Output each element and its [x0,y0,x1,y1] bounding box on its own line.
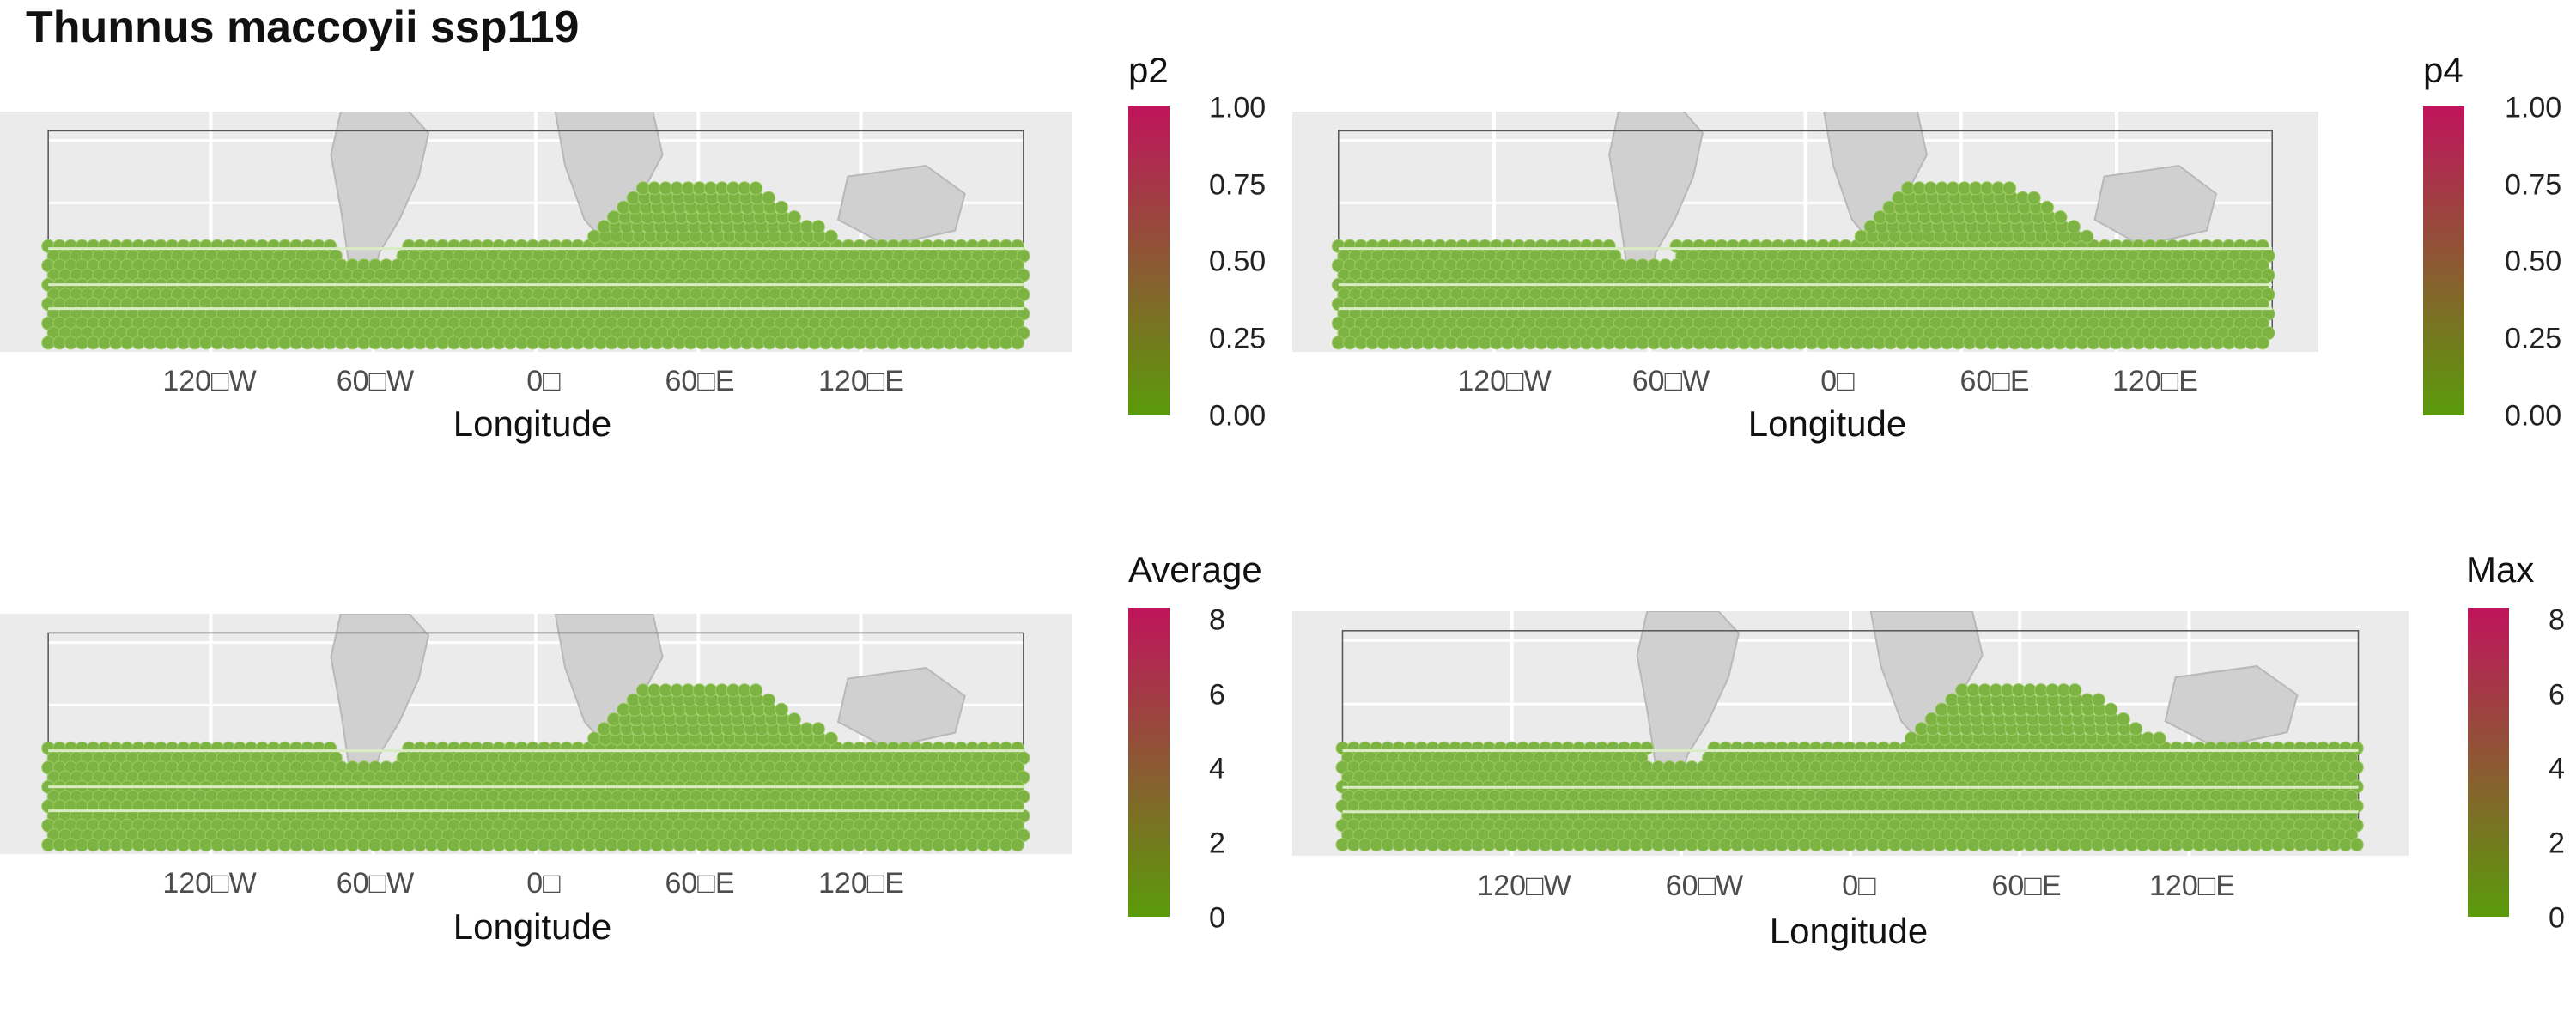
x-tick-label: 120□E [2112,365,2198,397]
habitat-cell [2040,200,2055,215]
australia-land [836,164,966,247]
legend-title: p4 [2423,50,2464,90]
x-tick-label: 60□E [665,867,735,900]
legend-tick: 0.75 [2505,168,2562,202]
map-plot-svg [0,112,1072,352]
habitat-cell [787,712,801,727]
color-bar [1128,106,1170,415]
x-tick-label: 0□ [526,867,561,900]
australia-land [2164,665,2299,749]
x-tick-label: 120□E [818,365,904,397]
x-tick-label: 60□W [336,365,415,397]
habitat-cell [2104,702,2118,717]
habitat-cell [749,683,763,698]
legend-tick: 0.50 [2505,245,2562,278]
legend-tick: 0.00 [2505,399,2562,433]
habitat-cell [2256,336,2269,350]
x-tick-label: 0□ [1842,869,1876,902]
legend-tick: 6 [1209,678,1225,712]
legend-tick: 0.25 [1209,322,1267,355]
x-axis-label: Longitude [1747,403,1907,444]
x-axis-label: Longitude [1769,911,1929,951]
legend-title: p2 [1128,50,1169,90]
habitat-cell [1010,336,1024,350]
legend-tick: 1.00 [2505,91,2562,124]
habitat-cell [2053,210,2068,225]
habitat-cell [787,210,801,225]
map-panel-p4 [1292,112,2318,352]
color-bar [2468,608,2509,917]
habitat-cell [2080,229,2094,244]
australia-land [2093,164,2218,247]
legend-tick: 2 [1209,827,1225,860]
legend-tick: 2 [2549,827,2565,860]
legend-title: Max [2466,549,2535,590]
legend-tick: 0.00 [1209,399,1267,433]
australia-land [836,666,966,749]
habitat-cell [2026,191,2041,205]
habitat-cell [2002,181,2017,196]
legend-tick: 0.75 [1209,168,1267,202]
color-bar [2423,106,2464,415]
x-tick-label: 120□W [162,365,257,397]
habitat-cell [2152,731,2166,746]
legend-tick: 4 [2549,752,2565,785]
x-tick-label: 120□W [1457,365,1552,397]
x-tick-label: 60□W [1631,365,1710,397]
map-panel-average [0,614,1072,854]
map-panel-p2 [0,112,1072,352]
x-tick-label: 60□W [336,867,415,900]
x-axis-label: Longitude [453,403,612,444]
x-tick-label: 60□E [1959,365,2030,397]
habitat-cell [762,693,776,707]
x-tick-label: 120□E [818,867,904,900]
map-panel-max [1292,611,2409,856]
habitat-cell [762,191,776,205]
legend-title: Average [1128,549,1262,590]
legend-tick: 6 [2549,678,2565,712]
legend-tick: 0.50 [1209,245,1267,278]
habitat-cell [2116,712,2130,726]
habitat-cell [775,200,788,215]
habitat-cell [811,220,825,234]
map-plot-svg [1292,611,2409,856]
habitat-cell [749,181,763,196]
map-plot-svg [1292,112,2318,352]
habitat-cell [775,702,788,717]
x-tick-label: 60□E [665,365,735,397]
x-tick-label: 0□ [1820,365,1855,397]
x-tick-label: 0□ [526,365,561,397]
x-tick-label: 120□W [1477,869,1571,902]
legend-tick: 0 [2549,901,2565,935]
x-axis-label: Longitude [453,906,612,947]
figure-title: Thunnus maccoyii ssp119 [26,3,580,52]
legend-tick: 4 [1209,752,1225,785]
habitat-cell [2091,693,2105,707]
color-bar [1128,608,1170,917]
x-tick-label: 120□W [162,867,257,900]
habitat-cell [2349,838,2364,852]
legend-tick: 8 [2549,603,2565,637]
habitat-cell [823,731,838,746]
habitat-cell [811,722,825,736]
x-tick-label: 60□E [1991,869,2062,902]
x-tick-label: 60□W [1665,869,1744,902]
legend-tick: 1.00 [1209,91,1267,124]
legend-tick: 0.25 [2505,322,2562,355]
habitat-cell [823,229,838,244]
habitat-cell [2129,722,2143,736]
map-plot-svg [0,614,1072,854]
legend-tick: 0 [1209,901,1225,935]
x-tick-label: 120□E [2149,869,2235,902]
habitat-cell [2066,220,2081,234]
legend-tick: 8 [1209,603,1225,637]
habitat-cell [2068,683,2082,698]
habitat-cell [1010,838,1024,852]
